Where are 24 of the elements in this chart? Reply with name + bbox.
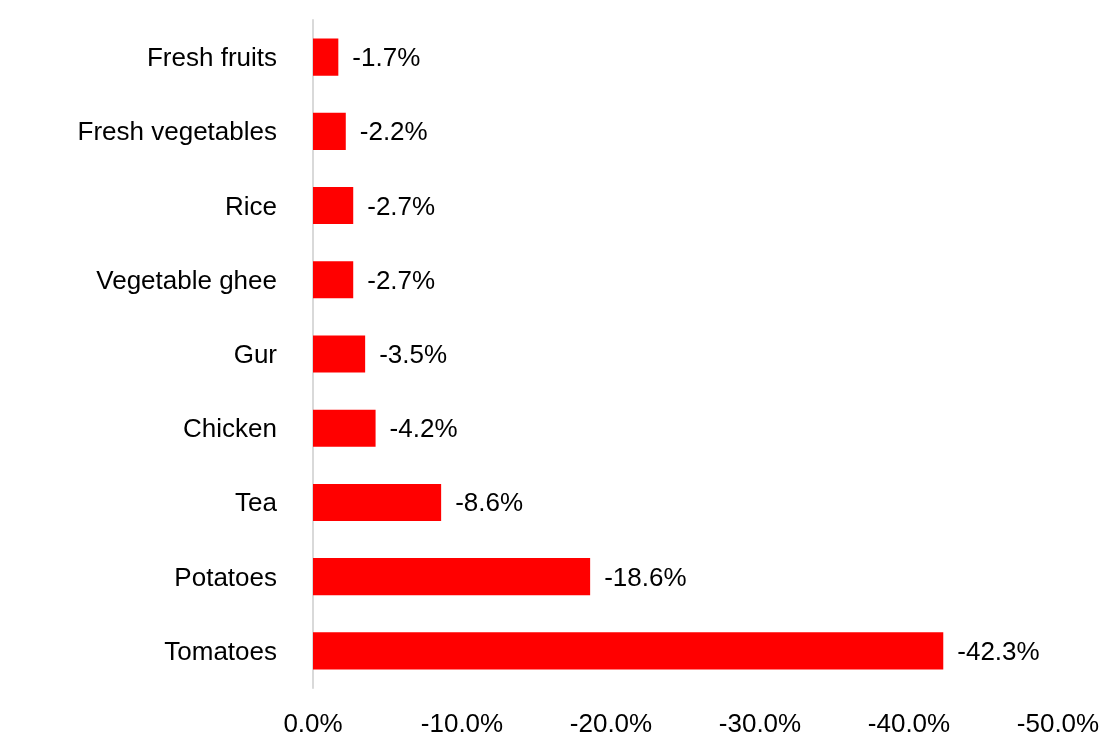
y-tick-label: Gur bbox=[233, 339, 278, 369]
data-label: -2.7% bbox=[367, 264, 436, 295]
data-label: -2.7% bbox=[367, 190, 436, 221]
x-tick-label: -50.0% bbox=[1016, 708, 1100, 738]
x-tick-label: 0.0% bbox=[283, 708, 343, 738]
y-tick-label: Chicken bbox=[183, 413, 277, 444]
y-tick-label: Potatoes bbox=[174, 561, 277, 592]
data-label: -3.5% bbox=[379, 339, 448, 369]
data-label: -4.2% bbox=[389, 413, 458, 444]
data-label: -18.6% bbox=[604, 561, 687, 592]
y-tick-label: Tomatoes bbox=[164, 635, 277, 666]
data-label: -2.2% bbox=[359, 116, 428, 147]
data-label: -8.6% bbox=[455, 487, 524, 518]
x-tick-label: -20.0% bbox=[569, 708, 653, 738]
x-tick-label: -40.0% bbox=[867, 708, 951, 738]
y-tick-label: Vegetable ghee bbox=[96, 264, 277, 295]
data-label: -1.7% bbox=[352, 42, 421, 73]
y-tick-label: Fresh vegetables bbox=[77, 116, 277, 147]
data-label: -42.3% bbox=[957, 635, 1040, 666]
x-tick-label: -10.0% bbox=[420, 708, 504, 738]
y-tick-label: Fresh fruits bbox=[146, 42, 277, 73]
y-tick-label: Tea bbox=[235, 487, 278, 518]
y-tick-label: Rice bbox=[224, 190, 277, 221]
x-tick-label: -30.0% bbox=[718, 708, 802, 738]
